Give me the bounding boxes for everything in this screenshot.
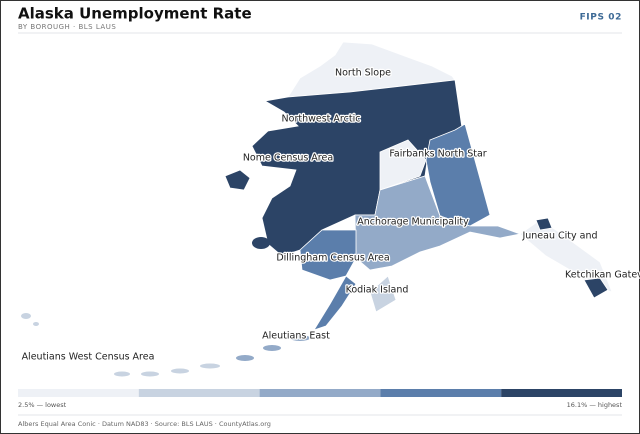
legend-max: 16.1% — highest — [567, 401, 623, 409]
legend-swatch — [138, 389, 260, 397]
region-label: North Slope — [335, 68, 391, 79]
region-label: Juneau City and — [521, 231, 597, 242]
legend: 2.5% — lowest 16.1% — highest — [18, 389, 622, 409]
legend-swatch — [259, 389, 381, 397]
island — [171, 368, 189, 374]
region — [535, 217, 553, 231]
island — [114, 371, 130, 377]
footer: Albers Equal Area Conic · Datum NAD83 · … — [18, 420, 271, 428]
island — [252, 237, 270, 249]
region-label: Aleutians West Census Area — [22, 352, 155, 363]
region — [251, 79, 463, 257]
region-label: Nome Census Area — [243, 153, 333, 164]
island — [290, 335, 310, 341]
island — [224, 169, 251, 191]
legend-min: 2.5% — lowest — [18, 401, 67, 409]
region-label: Kodiak Island — [346, 285, 409, 296]
region — [299, 229, 357, 281]
region-label: Ketchikan Gatev — [565, 270, 640, 281]
region-label: Fairbanks North Star — [389, 149, 486, 160]
region-label: Northwest Arctic — [282, 114, 361, 125]
subtitle: BY BOROUGH · BLS LAUS — [18, 23, 116, 31]
region-labels: North Slope Northwest Arctic Nome Census… — [20, 66, 640, 364]
region — [313, 275, 357, 331]
legend-swatch — [380, 389, 502, 397]
aleutian-west — [21, 313, 220, 377]
island — [263, 345, 281, 351]
region — [369, 275, 397, 313]
region — [379, 139, 427, 191]
aleutian-chain — [236, 335, 310, 361]
island — [236, 355, 254, 361]
legend-swatch — [501, 389, 622, 397]
region-label: Dillingham Census Area — [276, 253, 389, 264]
island — [141, 371, 159, 377]
region — [583, 277, 609, 299]
fips-badge: FIPS 02 — [580, 13, 622, 23]
island — [200, 363, 220, 369]
map — [21, 41, 613, 377]
title: Alaska Unemployment Rate — [18, 5, 252, 23]
island — [21, 313, 31, 319]
region — [354, 175, 522, 271]
legend-swatch — [18, 389, 139, 397]
region-label: Aleutians East — [262, 331, 330, 342]
island — [33, 322, 39, 326]
region-label: Anchorage Municipality — [357, 217, 469, 228]
